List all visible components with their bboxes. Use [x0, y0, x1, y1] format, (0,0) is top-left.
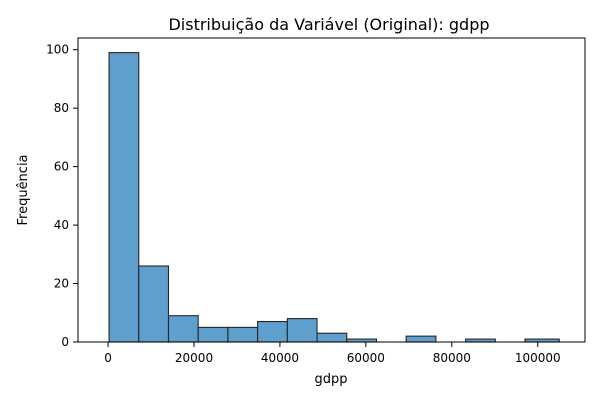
histogram-bar-6: [286, 318, 318, 343]
y-tick-label: 100: [46, 43, 69, 57]
x-tick-label: 80000: [433, 351, 471, 365]
histogram-bar-7: [316, 332, 348, 343]
x-tick-label: 60000: [347, 351, 385, 365]
chart-title: Distribuição da Variável (Original): gdp…: [168, 15, 489, 34]
histogram-bar-0: [108, 52, 140, 343]
histogram-bar-5: [257, 320, 288, 343]
x-tick-label: 20000: [175, 351, 213, 365]
y-tick-label: 80: [54, 101, 69, 115]
y-tick-label: 20: [54, 277, 69, 291]
histogram-bar-3: [197, 326, 229, 343]
bars-group: [108, 52, 560, 343]
histogram-bar-4: [227, 326, 259, 343]
histogram-bar-2: [167, 315, 199, 343]
histogram-bar-1: [138, 265, 170, 343]
x-tick-label: 40000: [261, 351, 299, 365]
histogram-bar-10: [405, 335, 437, 343]
x-axis-ticks: 0 20000 40000 60000 80000 100000: [104, 342, 561, 365]
y-axis-ticks: 0 20 40 60 80 100: [46, 43, 78, 349]
x-axis-label: gdpp: [314, 372, 347, 387]
y-tick-label: 40: [54, 218, 69, 232]
y-axis-label: Frequência: [16, 154, 31, 225]
x-tick-label: 0: [104, 351, 112, 365]
axes-frame: [77, 37, 586, 343]
x-tick-label: 100000: [515, 351, 561, 365]
y-tick-label: 60: [54, 160, 69, 174]
y-tick-label: 0: [61, 335, 69, 349]
